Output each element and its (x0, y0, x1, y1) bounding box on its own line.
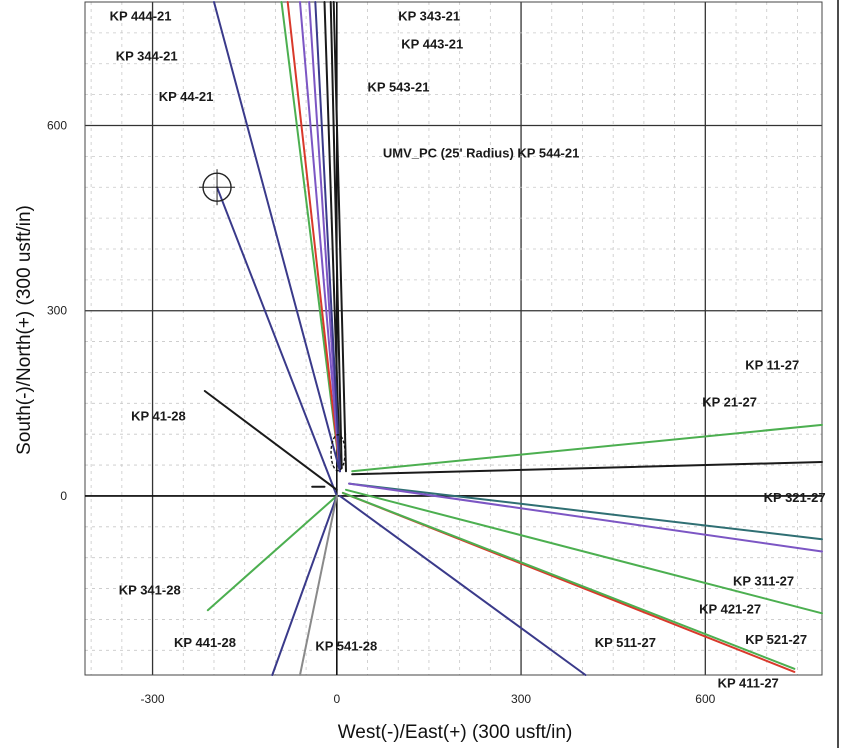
well-paths (203, 1, 823, 676)
well-label: KP 311-27 (733, 573, 794, 588)
well-label: KP 444-21 (110, 9, 172, 24)
well-path-line (345, 488, 823, 615)
well-path-line (271, 494, 338, 676)
well-label: KP 321-27 (764, 490, 826, 505)
well-path-line (332, 1, 347, 473)
well-path-line (348, 482, 823, 553)
well-path-line (203, 390, 338, 491)
x-tick-label: -300 (141, 692, 165, 706)
well-label: KP 521-27 (745, 632, 807, 647)
well-path-line (299, 1, 341, 473)
well-label: KP 341-28 (119, 583, 181, 598)
well-label: KP 11-27 (745, 357, 799, 372)
well-path-line (216, 186, 338, 497)
well-label: UMV_PC (25' Radius) KP 544-21 (383, 146, 579, 161)
well-label: KP 44-21 (159, 89, 214, 104)
well-label: KP 441-28 (174, 635, 236, 650)
well-label: KP 443-21 (401, 36, 463, 51)
well-label: KP 421-27 (699, 601, 761, 616)
well-path-line (286, 1, 341, 473)
y-tick-label: 300 (47, 304, 67, 318)
well-path-line (351, 423, 823, 473)
well-path-line (341, 491, 796, 670)
well-path-line (323, 1, 341, 470)
y-tick-label: 600 (47, 118, 67, 132)
well-path-line (351, 461, 823, 476)
well-path-line (280, 1, 341, 473)
y-axis-title: South(-)/North(+) (300 usft/in) (14, 205, 35, 455)
well-label: KP 344-21 (116, 49, 178, 64)
x-tick-label: 300 (511, 692, 531, 706)
y-tick-label: 0 (60, 489, 67, 503)
well-label: KP 343-21 (398, 9, 460, 24)
well-path-line (308, 1, 341, 473)
well-path-line (348, 482, 823, 541)
well-label: KP 21-27 (702, 394, 757, 409)
well-path-line (206, 494, 338, 612)
well-labels: KP 444-21 KP 344-21 KP 44-21 KP 343-21 KP 44… (110, 9, 826, 691)
tick-labels: -300 0 300 600 0 300 600 (47, 118, 716, 706)
well-label: KP 511-27 (595, 635, 656, 650)
well-label: KP 541-28 (315, 638, 377, 653)
x-tick-label: 600 (695, 692, 715, 706)
x-axis-title: West(-)/East(+) (300 usft/in) (338, 722, 573, 743)
well-label: KP 411-27 (718, 675, 779, 690)
well-label: KP 41-28 (131, 409, 186, 424)
x-tick-label: 0 (333, 692, 340, 706)
well-path-line (329, 1, 343, 470)
well-label: KP 543-21 (368, 80, 430, 95)
well-path-line (213, 1, 341, 473)
well-path-line (314, 1, 341, 473)
pad-ellipse (330, 434, 346, 472)
target-circle (199, 169, 346, 472)
well-path-line (338, 494, 587, 676)
well-path-line (299, 494, 338, 676)
plot-frame (84, 1, 823, 676)
